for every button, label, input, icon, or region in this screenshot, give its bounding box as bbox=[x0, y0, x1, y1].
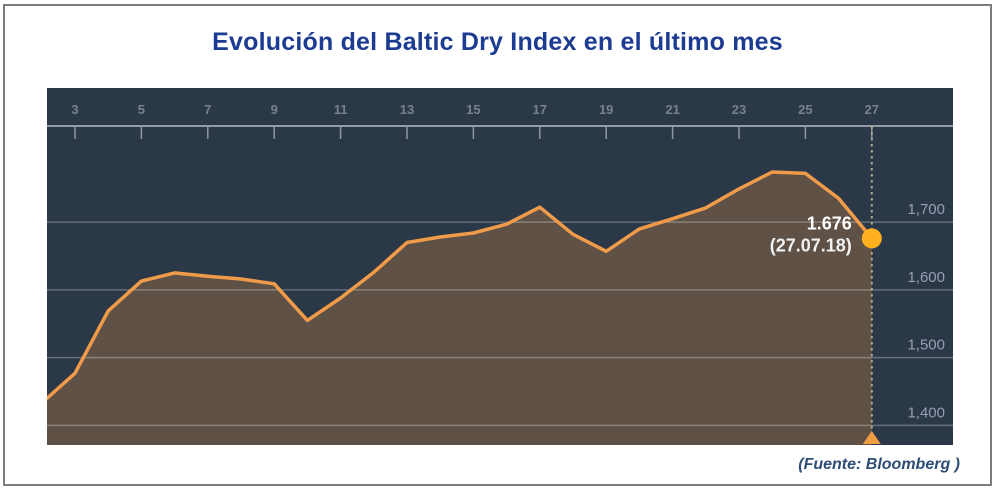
x-axis-labels: 3 5 7 9 11 13 15 17 19 21 23 25 27 bbox=[71, 102, 879, 117]
annotation-value: 1.676 bbox=[807, 213, 852, 233]
x-axis-label: 17 bbox=[533, 102, 547, 117]
x-axis-label: 23 bbox=[732, 102, 746, 117]
x-axis-label: 3 bbox=[71, 102, 78, 117]
x-axis-label: 5 bbox=[138, 102, 145, 117]
x-axis-label: 9 bbox=[271, 102, 278, 117]
x-axis-label: 7 bbox=[204, 102, 211, 117]
chart-panel: 1,700 1,600 1,500 1,400 3 5 7 9 11 13 15 17 19 21 23 2… bbox=[47, 88, 953, 445]
baltic-dry-index-chart: 1,700 1,600 1,500 1,400 3 5 7 9 11 13 15 17 19 21 23 2… bbox=[47, 102, 953, 445]
x-axis-label: 11 bbox=[334, 102, 348, 117]
x-axis-label: 27 bbox=[865, 102, 879, 117]
last-value-dot bbox=[861, 228, 882, 249]
page-title: Evolución del Baltic Dry Index en el últ… bbox=[212, 28, 783, 56]
marker-arrow-icon bbox=[862, 431, 881, 444]
price-line bbox=[47, 170, 874, 401]
x-axis-label: 13 bbox=[400, 102, 414, 117]
y-axis-label: 1,400 bbox=[907, 404, 945, 421]
x-axis-ticks bbox=[74, 126, 873, 139]
y-axis-label: 1,500 bbox=[907, 337, 945, 354]
source-note: (Fuente: Bloomberg ) bbox=[798, 456, 960, 473]
x-axis-label: 15 bbox=[466, 102, 480, 117]
annotation-date: (27.07.18) bbox=[770, 235, 852, 255]
gridlines bbox=[47, 221, 953, 427]
x-axis-label: 21 bbox=[665, 102, 679, 117]
frame-border: Evolución del Baltic Dry Index en el últ… bbox=[3, 4, 992, 486]
y-axis-label: 1,700 bbox=[907, 201, 945, 218]
y-axis-label: 1,600 bbox=[907, 269, 945, 286]
x-axis-label: 19 bbox=[599, 102, 613, 117]
x-axis-label: 25 bbox=[798, 102, 812, 117]
y-axis-labels: 1,700 1,600 1,500 1,400 bbox=[907, 201, 945, 421]
area-fill bbox=[47, 172, 872, 445]
